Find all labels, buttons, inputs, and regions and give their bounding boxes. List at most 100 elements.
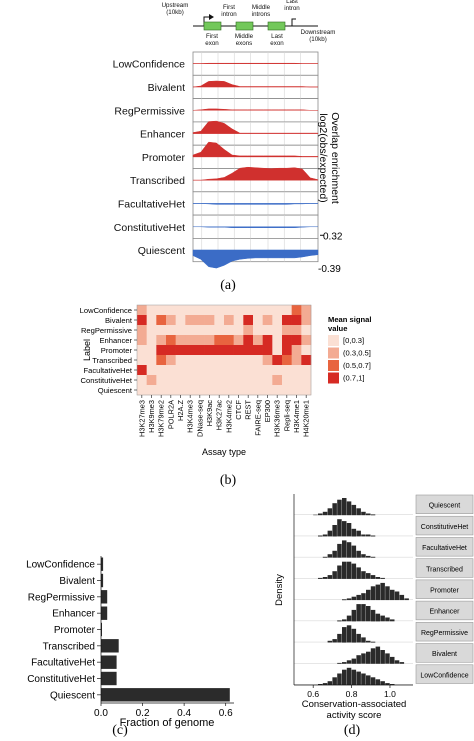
- y-label-quiescent: Quiescent: [98, 386, 133, 395]
- hist-bar: [404, 598, 409, 601]
- heat-cell: [243, 355, 254, 366]
- heat-cell: [195, 305, 205, 316]
- x-label-repli-seq: Repli-seq: [282, 400, 291, 431]
- heat-cell: [224, 315, 234, 326]
- heat-cell: [282, 375, 292, 386]
- heat-cell: [243, 345, 254, 356]
- x-label-polr2a: POLR2A: [166, 400, 175, 429]
- label-first-intron: First intron: [221, 4, 237, 18]
- heat-cell: [301, 375, 312, 386]
- strip-enhancer: [415, 600, 474, 621]
- hist-bar: [356, 604, 361, 622]
- heat-cell: [185, 325, 196, 336]
- hist-bar: [342, 561, 347, 579]
- strip-label-quiescent: Quiescent: [429, 503, 461, 510]
- x-label-faire-seq: FAIRE-seq: [253, 400, 262, 436]
- heat-cell: [146, 305, 157, 316]
- hist-bar: [337, 633, 342, 643]
- heat-cell: [166, 305, 176, 316]
- x-label-h3k27me3: H3K27me3: [137, 400, 146, 437]
- heat-cell: [301, 365, 312, 376]
- hist-bar: [361, 511, 366, 516]
- heat-cell: [224, 325, 234, 336]
- panel-a-label: (a): [220, 278, 236, 293]
- strip-label-bivalent: Bivalent: [432, 651, 457, 658]
- hist-bar: [380, 582, 385, 601]
- hist-bar: [346, 523, 352, 537]
- hist-bar: [351, 504, 357, 516]
- strip-label-transcribed: Transcribed: [426, 566, 463, 573]
- hist-bar: [332, 503, 337, 516]
- hist-bar: [390, 684, 395, 685]
- y-label-enhancer: Enhancer: [52, 609, 95, 620]
- hist-bar: [346, 615, 352, 622]
- heat-cell: [233, 355, 244, 366]
- heat-cell: [156, 365, 167, 376]
- heat-cell: [156, 325, 167, 336]
- hist-bar: [346, 660, 352, 664]
- label-last-intron: Last intron: [284, 0, 300, 12]
- heat-cell: [262, 325, 273, 336]
- hist-bar: [342, 521, 347, 537]
- heat-cell: [233, 385, 244, 396]
- hist-bar: [366, 606, 371, 622]
- hist-bar: [342, 498, 347, 516]
- area-promoter: [192, 141, 319, 158]
- heat-cell: [253, 345, 263, 356]
- hist-bar: [375, 613, 381, 622]
- heat-cell: [282, 315, 292, 326]
- heat-cell: [204, 325, 215, 336]
- hist-bar: [370, 609, 376, 622]
- hist-bar: [366, 589, 371, 601]
- heat-cell: [146, 345, 157, 356]
- hist-bar: [322, 577, 328, 579]
- heat-cell: [301, 355, 312, 366]
- hist-bar: [375, 584, 381, 601]
- heat-cell: [253, 315, 263, 326]
- panel-c-label: (c): [112, 723, 128, 738]
- label-first-exon: First exon: [205, 33, 219, 47]
- heat-cell: [195, 315, 205, 326]
- panel-d-ylabel: Density: [274, 574, 285, 606]
- hist-bar: [356, 550, 361, 558]
- area-enhancer: [192, 120, 319, 134]
- heat-cell: [291, 335, 302, 346]
- y-label-bivalent: Bivalent: [105, 316, 133, 325]
- heat-cell: [262, 355, 273, 366]
- heat-cell: [253, 385, 263, 396]
- heat-cell: [214, 375, 225, 386]
- hist-bar: [361, 571, 366, 579]
- hist-bar: [342, 599, 347, 601]
- heat-cell: [185, 375, 196, 386]
- heat-cell: [137, 325, 147, 336]
- heat-cell: [301, 345, 312, 356]
- hist-bar: [351, 596, 357, 601]
- hist-bar: [366, 675, 371, 685]
- panel-d-label: (d): [344, 723, 361, 738]
- hist-bar: [370, 575, 376, 579]
- x-tick-label: 0.8: [346, 689, 358, 699]
- row-label-promoter: Promoter: [142, 152, 186, 164]
- heat-cell: [253, 365, 263, 376]
- x-tick-label: 0.4: [177, 708, 191, 719]
- heat-cell: [272, 335, 283, 346]
- hist-bar: [342, 540, 347, 558]
- hist-bar: [332, 639, 337, 643]
- heat-cell: [137, 315, 147, 326]
- heat-cell: [272, 315, 283, 326]
- hist-bar: [332, 550, 337, 558]
- heat-cell: [204, 365, 215, 376]
- hist-bar: [370, 677, 376, 685]
- heat-cell: [185, 385, 196, 396]
- hist-bar: [361, 637, 366, 643]
- strip-label-constitutivehet: ConstitutiveHet: [421, 524, 469, 531]
- heat-cell: [185, 315, 196, 326]
- x-tick-label: 0.6: [307, 689, 319, 699]
- heat-cell: [233, 325, 244, 336]
- heat-cell: [272, 375, 283, 386]
- x-tick-label: 0.2: [136, 708, 150, 719]
- y-label-regpermissive: RegPermissive: [81, 326, 132, 335]
- heat-cell: [156, 305, 167, 316]
- heat-cell: [291, 345, 302, 356]
- hist-bar: [327, 681, 333, 685]
